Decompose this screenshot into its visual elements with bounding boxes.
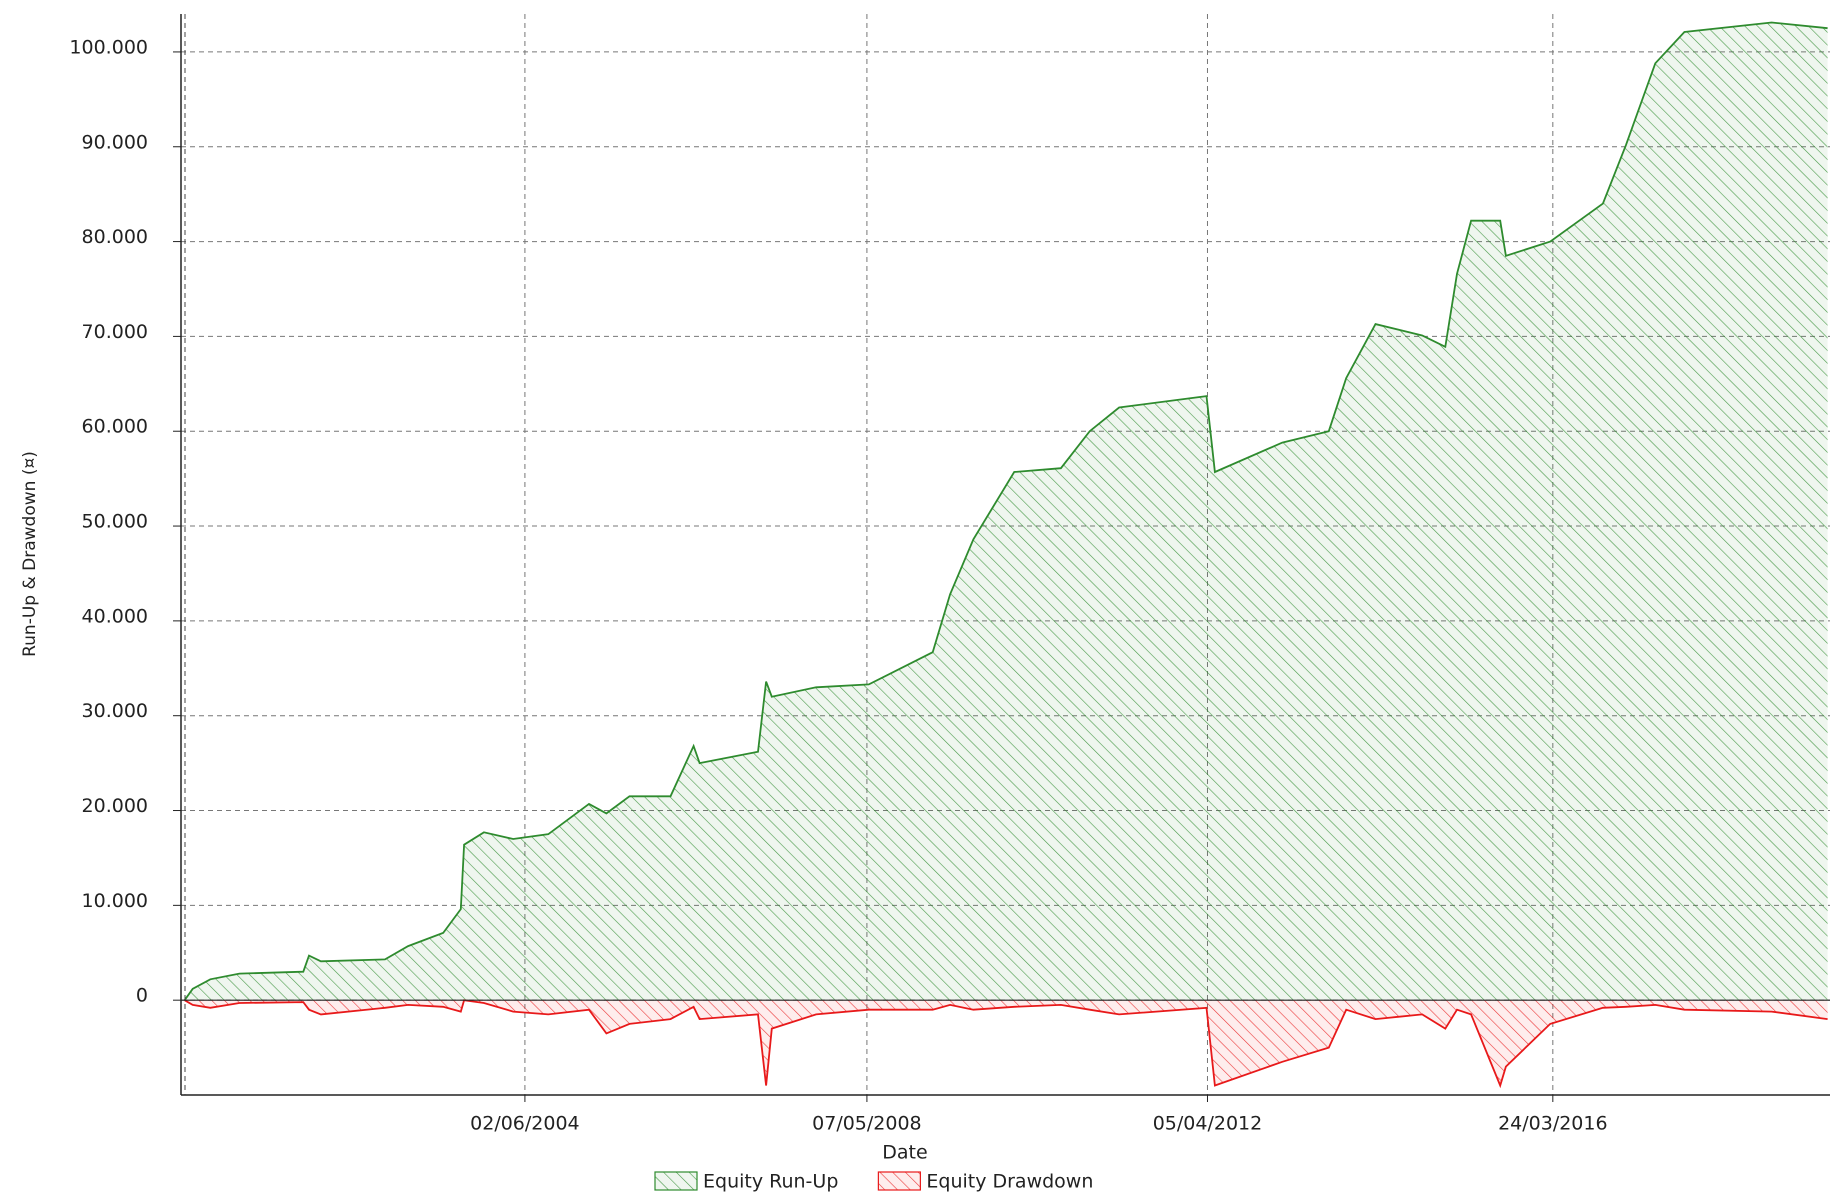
y-tick-label: 0 bbox=[136, 985, 148, 1007]
line bbox=[183, 21, 1828, 1001]
y-tick-label: 20.000 bbox=[82, 795, 148, 817]
y-tick-label: 80.000 bbox=[82, 226, 148, 248]
y-tick-label: 70.000 bbox=[82, 321, 148, 343]
x-tick-label: 24/03/2016 bbox=[1498, 1113, 1608, 1135]
legend-label: Equity Run-Up bbox=[703, 1171, 838, 1193]
x-tick-label: 02/06/2004 bbox=[470, 1113, 580, 1135]
area bbox=[184, 22, 1828, 1001]
y-tick-label: 10.000 bbox=[82, 890, 148, 912]
line bbox=[184, 999, 1828, 1089]
y-tick-label: 30.000 bbox=[82, 700, 148, 722]
x-tick-label: 05/04/2012 bbox=[1153, 1113, 1263, 1135]
y-tick-label: 50.000 bbox=[82, 511, 148, 533]
legend-swatch bbox=[654, 1171, 698, 1191]
y-tick-label: 60.000 bbox=[82, 416, 148, 438]
y-tick-label: 100.000 bbox=[69, 36, 148, 58]
y-axis-label: Run-Up & Drawdown (¤) bbox=[20, 451, 40, 657]
legend-label: Equity Drawdown bbox=[926, 1171, 1093, 1193]
y-tick-label: 90.000 bbox=[82, 131, 148, 153]
x-tick-label: 07/05/2008 bbox=[812, 1113, 922, 1135]
x-axis-label: Date bbox=[882, 1142, 927, 1164]
area bbox=[184, 1000, 1828, 1086]
y-tick-label: 40.000 bbox=[82, 605, 148, 627]
legend-swatch bbox=[877, 1171, 921, 1191]
